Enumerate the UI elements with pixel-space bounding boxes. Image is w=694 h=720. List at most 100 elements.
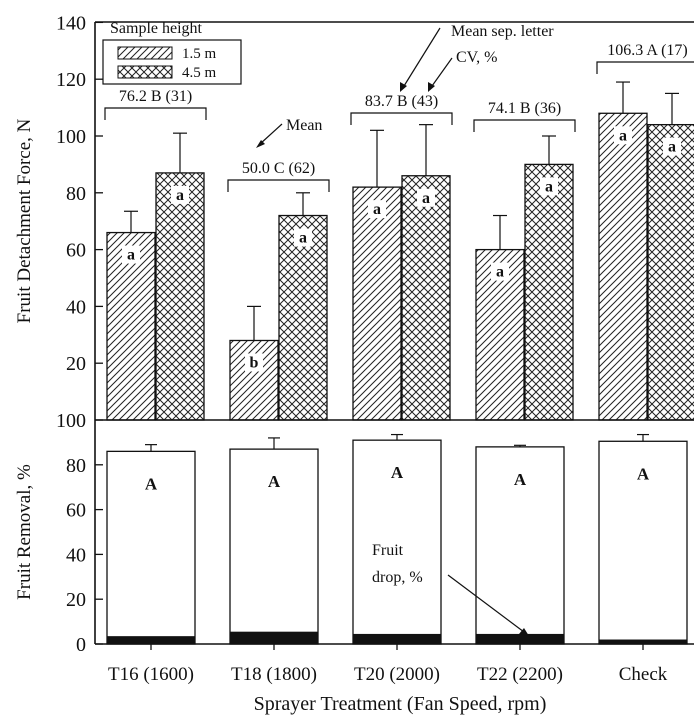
bar-4-5-m-2 — [278, 214, 328, 421]
letter-backdrop — [171, 185, 189, 204]
letter-backdrop — [294, 228, 312, 247]
top-y-tick-label: 80 — [66, 183, 86, 205]
bottom-y-axis-label: Fruit Removal, % — [14, 464, 35, 600]
letter-backdrop — [368, 200, 386, 219]
group-letter: B — [151, 88, 166, 105]
legend-title: Sample height — [110, 20, 203, 37]
group-bracket — [596, 61, 694, 74]
group-summary-label: 83.7 B (43) — [365, 93, 438, 110]
group-summary-label: 76.2 B (31) — [119, 88, 192, 105]
fruit-drop-segment-4 — [476, 633, 564, 644]
top-y-axis-label: Fruit Detachment Force, N — [14, 118, 35, 323]
group-cv: (43) — [412, 93, 439, 110]
letter-backdrop — [491, 262, 509, 281]
legend: Sample height 1.5 m 4.5 m — [102, 20, 242, 85]
fruit-drop-segment-1 — [107, 636, 195, 644]
fruit-drop-label-line-2: drop, % — [372, 569, 423, 586]
fruit-drop-arrow — [447, 574, 525, 633]
group-mean: 50.0 — [242, 160, 274, 177]
annotation-mean: Mean — [286, 117, 322, 134]
top-y-tick-label: 140 — [56, 12, 86, 34]
top-y-tick-label: 120 — [56, 69, 86, 91]
removal-letter: A — [514, 470, 527, 489]
bar-1-5-m-5 — [598, 112, 648, 421]
group-letter: B — [520, 100, 535, 117]
group-summaries: 76.2 B (31) 50.0 C (62) 83.7 B (43) 74.1 B … — [104, 42, 694, 192]
detachment-force-panel: 20 40 60 80 100 120 140 Fruit Detachment Force… — [14, 12, 694, 421]
annotation-cv-arrow — [431, 57, 453, 87]
annotation-mean-arrowhead — [256, 140, 265, 148]
bar-letter: a — [619, 127, 627, 144]
bar-letter: b — [250, 354, 259, 371]
group-mean: 76.2 — [119, 88, 151, 105]
bar-4-5-m-1 — [155, 172, 205, 421]
annotation-mean-sep-arrow — [403, 27, 441, 87]
group-summary-label: 74.1 B (36) — [488, 100, 561, 117]
letter-backdrop — [417, 188, 435, 207]
bar-1-5-m-3 — [352, 186, 402, 421]
bottom-y-tick-label: 40 — [66, 544, 86, 566]
fruit-drop-label-line-1: Fruit — [372, 542, 404, 559]
group-bracket — [350, 112, 453, 125]
annotation-mean-sep-arrowhead — [400, 82, 407, 92]
bottom-y-tick-label: 80 — [66, 455, 86, 477]
x-tick-label: T16 (1600) — [108, 664, 194, 685]
bottom-y-axis: 0 20 40 60 80 100 — [56, 410, 103, 656]
bar-4-5-m-4 — [524, 163, 574, 421]
annotation-mean-arrow — [259, 123, 283, 145]
legend-swatch-4-5m — [117, 65, 173, 79]
bar-4-5-m-5 — [647, 123, 694, 421]
bar-letter: a — [127, 247, 135, 264]
fruit-drop-segment-3 — [353, 633, 441, 644]
removal-bar-4 — [475, 446, 565, 645]
removal-letter: A — [637, 464, 650, 483]
top-y-axis: 20 40 60 80 100 120 140 — [56, 12, 103, 375]
removal-bar-1 — [106, 450, 196, 645]
group-letter: B — [397, 93, 412, 110]
letter-backdrop — [245, 353, 263, 372]
fruit-drop-arrowhead — [519, 628, 529, 636]
top-y-tick-label: 40 — [66, 296, 86, 318]
fruit-drop-segment-5 — [599, 639, 687, 644]
top-bars: a a b a a a a a a a — [106, 81, 694, 421]
bar-1-5-m-1 — [106, 231, 156, 421]
bar-letter: a — [176, 187, 184, 204]
removal-letter: A — [145, 474, 158, 493]
x-tick-label: T22 (2200) — [477, 664, 563, 685]
x-tick-label: T18 (1800) — [231, 664, 317, 685]
group-mean: 74.1 — [488, 100, 520, 117]
fruit-drop-segment-2 — [230, 631, 318, 644]
bottom-y-tick-label: 100 — [56, 410, 86, 432]
top-y-tick-label: 20 — [66, 353, 86, 375]
group-bracket — [227, 179, 330, 192]
x-tick-label: T20 (2000) — [354, 664, 440, 685]
annotation-mean-sep-letter: Mean sep. letter — [451, 23, 554, 40]
legend-label-4-5m: 4.5 m — [182, 65, 217, 81]
group-mean: 106.3 — [607, 42, 646, 59]
bottom-y-tick-label: 60 — [66, 500, 86, 522]
annotation-cv: CV, % — [456, 49, 498, 66]
group-cv: (62) — [289, 160, 316, 177]
bar-letter: a — [422, 190, 430, 207]
bar-4-5-m-3 — [401, 175, 451, 421]
group-cv: (31) — [166, 88, 193, 105]
bar-letter: a — [496, 264, 504, 281]
group-letter: A — [646, 42, 661, 59]
removal-letter: A — [268, 472, 281, 491]
letter-backdrop — [122, 245, 140, 264]
group-cv: (17) — [661, 42, 688, 59]
removal-bar-3 — [352, 439, 442, 645]
group-summary-label: 106.3 A (17) — [607, 42, 687, 59]
bottom-y-tick-label: 0 — [76, 634, 86, 656]
fruit-removal-panel: 0 20 40 60 80 100 Fruit Removal, % A A A A A T16 … — [14, 410, 694, 715]
letter-backdrop — [540, 177, 558, 196]
annotation-cv-arrowhead — [428, 82, 435, 92]
top-y-tick-label: 100 — [56, 126, 86, 148]
fruit-drop-annotation: Fruit drop, % — [372, 542, 529, 636]
letter-backdrop — [614, 126, 632, 145]
bar-letter: a — [545, 178, 553, 195]
bar-letter: a — [299, 230, 307, 247]
annotations: Mean Mean sep. letter CV, % — [256, 23, 554, 148]
group-cv: (36) — [535, 100, 562, 117]
